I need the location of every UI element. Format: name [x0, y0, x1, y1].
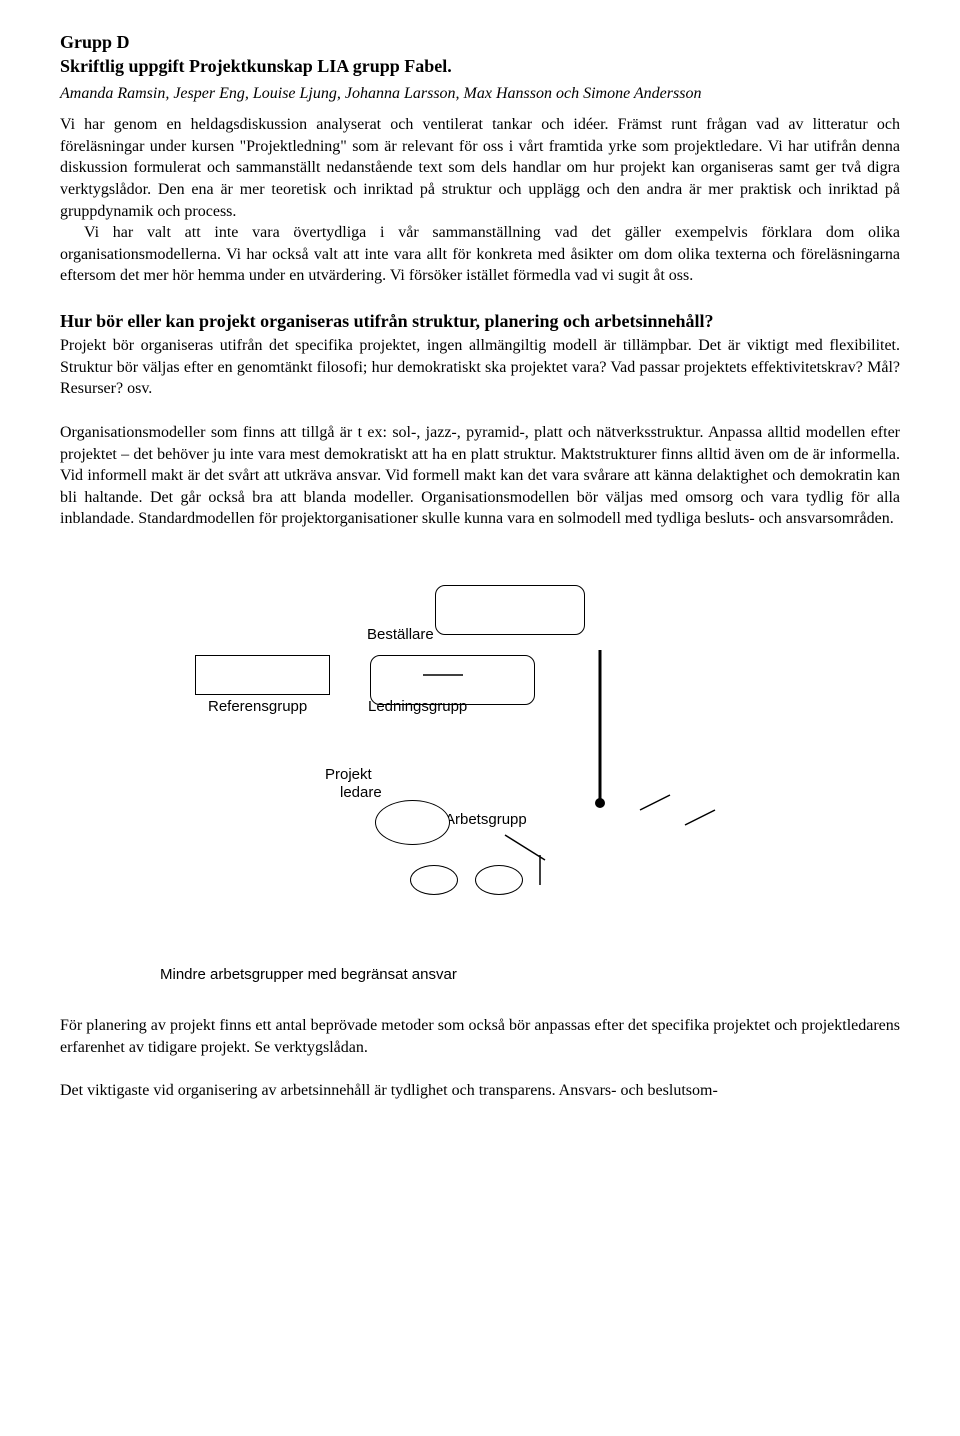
label-arbetsgrupp: Arbetsgrupp: [445, 810, 527, 830]
paragraph-intro-1: Vi har genom en heldagsdiskussion analys…: [60, 114, 900, 222]
label-bestallare: Beställare: [367, 625, 434, 645]
org-diagram: Beställare Referensgrupp Ledningsgrupp P…: [140, 585, 760, 945]
doc-title-line1: Grupp D: [60, 30, 900, 54]
diagram-box-left: [195, 655, 330, 695]
diagram-ellipse-small-1: [410, 865, 458, 895]
section-heading: Hur bör eller kan projekt organiseras ut…: [60, 309, 900, 333]
paragraph-intro-2: Vi har valt att inte vara övertydliga i …: [60, 222, 900, 287]
authors: Amanda Ramsin, Jesper Eng, Louise Ljung,…: [60, 83, 900, 105]
paragraph-body-1: Projekt bör organiseras utifrån det spec…: [60, 335, 900, 400]
paragraph-body-3: För planering av projekt finns ett antal…: [60, 1015, 900, 1058]
doc-title-line2: Skriftlig uppgift Projektkunskap LIA gru…: [60, 54, 900, 78]
label-ledningsgrupp: Ledningsgrupp: [368, 697, 467, 717]
diagram-ellipse-main: [375, 800, 450, 845]
label-ledare: ledare: [340, 783, 382, 803]
paragraph-body-4: Det viktigaste vid organisering av arbet…: [60, 1080, 900, 1102]
diagram-ellipse-small-2: [475, 865, 523, 895]
diagram-box-top: [435, 585, 585, 635]
diagram-caption: Mindre arbetsgrupper med begränsat ansva…: [160, 965, 900, 985]
paragraph-body-2: Organisationsmodeller som finns att till…: [60, 422, 900, 530]
label-referensgrupp: Referensgrupp: [208, 697, 307, 717]
